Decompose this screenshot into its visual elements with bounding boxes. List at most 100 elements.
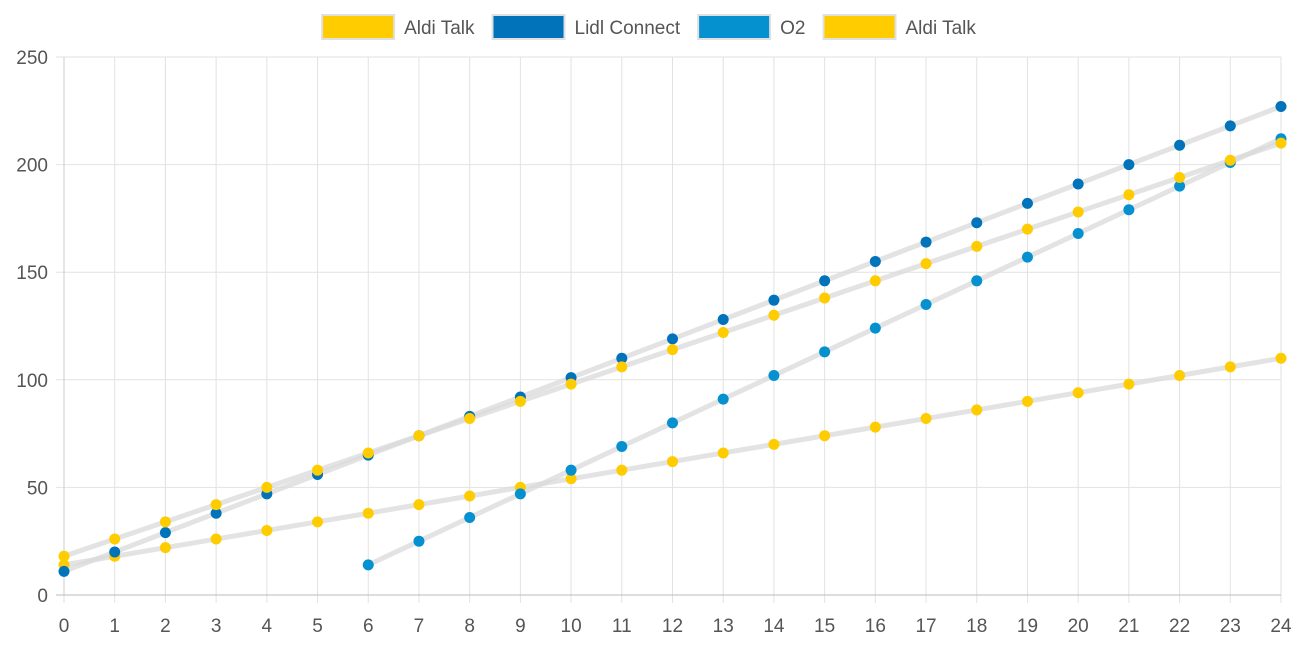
data-point-series-0[interactable] bbox=[920, 413, 932, 425]
data-point-series-2[interactable] bbox=[514, 488, 526, 500]
data-point-series-1[interactable] bbox=[1174, 139, 1186, 151]
legend-swatch-3[interactable] bbox=[822, 14, 897, 40]
data-point-series-1[interactable] bbox=[616, 352, 628, 364]
data-point-series-3[interactable] bbox=[109, 533, 121, 545]
data-point-series-3[interactable] bbox=[1174, 172, 1186, 184]
data-point-series-3[interactable] bbox=[920, 258, 932, 270]
x-tick-label: 11 bbox=[612, 616, 632, 637]
data-point-series-2[interactable] bbox=[1072, 227, 1084, 239]
data-point-series-0[interactable] bbox=[971, 404, 983, 416]
data-point-series-0[interactable] bbox=[819, 430, 831, 442]
legend: Aldi Talk Lidl Connect O2 Aldi Talk bbox=[321, 14, 976, 40]
data-point-series-0[interactable] bbox=[464, 490, 476, 502]
data-point-series-2[interactable] bbox=[920, 298, 932, 310]
data-point-series-0[interactable] bbox=[210, 533, 222, 545]
legend-swatch-1[interactable] bbox=[491, 14, 566, 40]
data-point-series-3[interactable] bbox=[261, 481, 273, 493]
x-tick-label: 21 bbox=[1118, 616, 1139, 637]
y-tick-label: 250 bbox=[16, 48, 48, 69]
data-point-series-3[interactable] bbox=[667, 344, 678, 356]
data-point-series-3[interactable] bbox=[159, 516, 171, 528]
data-point-series-0[interactable] bbox=[565, 473, 577, 485]
data-point-series-3[interactable] bbox=[1021, 223, 1033, 235]
data-point-series-0[interactable] bbox=[768, 438, 780, 450]
data-point-series-2[interactable] bbox=[717, 393, 729, 405]
data-point-series-1[interactable] bbox=[109, 546, 121, 558]
data-point-series-2[interactable] bbox=[565, 464, 577, 476]
x-tick-label: 6 bbox=[363, 616, 374, 637]
data-point-series-2[interactable] bbox=[413, 535, 425, 547]
data-point-series-2[interactable] bbox=[768, 369, 780, 381]
data-point-series-1[interactable] bbox=[210, 507, 222, 519]
legend-label-2[interactable]: O2 bbox=[780, 18, 805, 39]
data-point-series-2[interactable] bbox=[1123, 204, 1135, 216]
data-point-series-1[interactable] bbox=[1275, 100, 1287, 112]
data-point-series-0[interactable] bbox=[1021, 395, 1033, 407]
data-point-series-0[interactable] bbox=[667, 456, 678, 468]
y-tick-label: 100 bbox=[16, 371, 48, 392]
data-point-series-1[interactable] bbox=[1123, 159, 1135, 171]
data-point-series-0[interactable] bbox=[1275, 352, 1287, 364]
data-point-series-1[interactable] bbox=[819, 275, 831, 287]
x-tick-label: 7 bbox=[414, 616, 425, 637]
data-point-series-1[interactable] bbox=[58, 565, 70, 577]
data-point-series-2[interactable] bbox=[819, 346, 831, 358]
data-point-series-0[interactable] bbox=[413, 499, 425, 511]
data-point-series-2[interactable] bbox=[1021, 251, 1033, 263]
data-point-series-0[interactable] bbox=[1072, 387, 1084, 399]
legend-label-3[interactable]: Aldi Talk bbox=[905, 18, 976, 39]
legend-label-0[interactable]: Aldi Talk bbox=[404, 18, 475, 39]
data-point-series-2[interactable] bbox=[362, 559, 374, 571]
data-point-series-1[interactable] bbox=[1021, 197, 1033, 209]
data-point-series-0[interactable] bbox=[312, 516, 324, 528]
data-point-series-1[interactable] bbox=[1224, 120, 1236, 132]
data-point-series-0[interactable] bbox=[159, 542, 171, 554]
data-point-series-1[interactable] bbox=[920, 236, 932, 248]
data-point-series-3[interactable] bbox=[869, 275, 881, 287]
data-point-series-3[interactable] bbox=[362, 447, 374, 459]
data-point-series-3[interactable] bbox=[768, 309, 780, 321]
data-point-series-2[interactable] bbox=[667, 417, 678, 429]
data-point-series-3[interactable] bbox=[1072, 206, 1084, 218]
data-point-series-3[interactable] bbox=[1275, 137, 1287, 149]
x-tick-label: 14 bbox=[763, 616, 785, 637]
data-point-series-0[interactable] bbox=[1224, 361, 1236, 373]
data-point-series-0[interactable] bbox=[1174, 369, 1186, 381]
data-point-series-0[interactable] bbox=[261, 524, 273, 536]
data-point-series-2[interactable] bbox=[1174, 180, 1186, 192]
data-point-series-0[interactable] bbox=[362, 507, 374, 519]
data-point-series-3[interactable] bbox=[464, 413, 476, 425]
data-point-series-2[interactable] bbox=[869, 322, 881, 334]
data-point-series-0[interactable] bbox=[616, 464, 628, 476]
legend-swatch-0[interactable] bbox=[321, 14, 396, 40]
data-point-series-3[interactable] bbox=[1123, 189, 1135, 201]
data-point-series-2[interactable] bbox=[616, 441, 628, 453]
data-point-series-3[interactable] bbox=[971, 240, 983, 252]
legend-label-1[interactable]: Lidl Connect bbox=[575, 18, 681, 39]
data-point-series-0[interactable] bbox=[1123, 378, 1135, 390]
data-point-series-2[interactable] bbox=[971, 275, 983, 287]
data-point-series-1[interactable] bbox=[667, 333, 678, 345]
data-point-series-1[interactable] bbox=[971, 217, 983, 229]
data-point-series-3[interactable] bbox=[58, 550, 70, 562]
data-point-series-3[interactable] bbox=[514, 395, 526, 407]
x-tick-label: 8 bbox=[464, 616, 475, 637]
data-point-series-1[interactable] bbox=[717, 314, 729, 326]
data-point-series-2[interactable] bbox=[464, 512, 476, 524]
legend-swatch-2[interactable] bbox=[697, 14, 772, 40]
data-point-series-1[interactable] bbox=[768, 294, 780, 306]
data-point-series-1[interactable] bbox=[869, 255, 881, 267]
data-point-series-3[interactable] bbox=[312, 464, 324, 476]
data-point-series-0[interactable] bbox=[869, 421, 881, 433]
data-point-series-1[interactable] bbox=[159, 527, 171, 539]
data-point-series-3[interactable] bbox=[819, 292, 831, 304]
data-point-series-0[interactable] bbox=[717, 447, 729, 459]
data-point-series-3[interactable] bbox=[616, 361, 628, 373]
data-point-series-3[interactable] bbox=[413, 430, 425, 442]
data-point-series-3[interactable] bbox=[717, 326, 729, 338]
data-point-series-1[interactable] bbox=[1072, 178, 1084, 190]
data-point-series-3[interactable] bbox=[1224, 154, 1236, 166]
data-point-series-3[interactable] bbox=[210, 499, 222, 511]
data-point-series-3[interactable] bbox=[565, 378, 577, 390]
x-tick-label: 20 bbox=[1068, 616, 1089, 637]
